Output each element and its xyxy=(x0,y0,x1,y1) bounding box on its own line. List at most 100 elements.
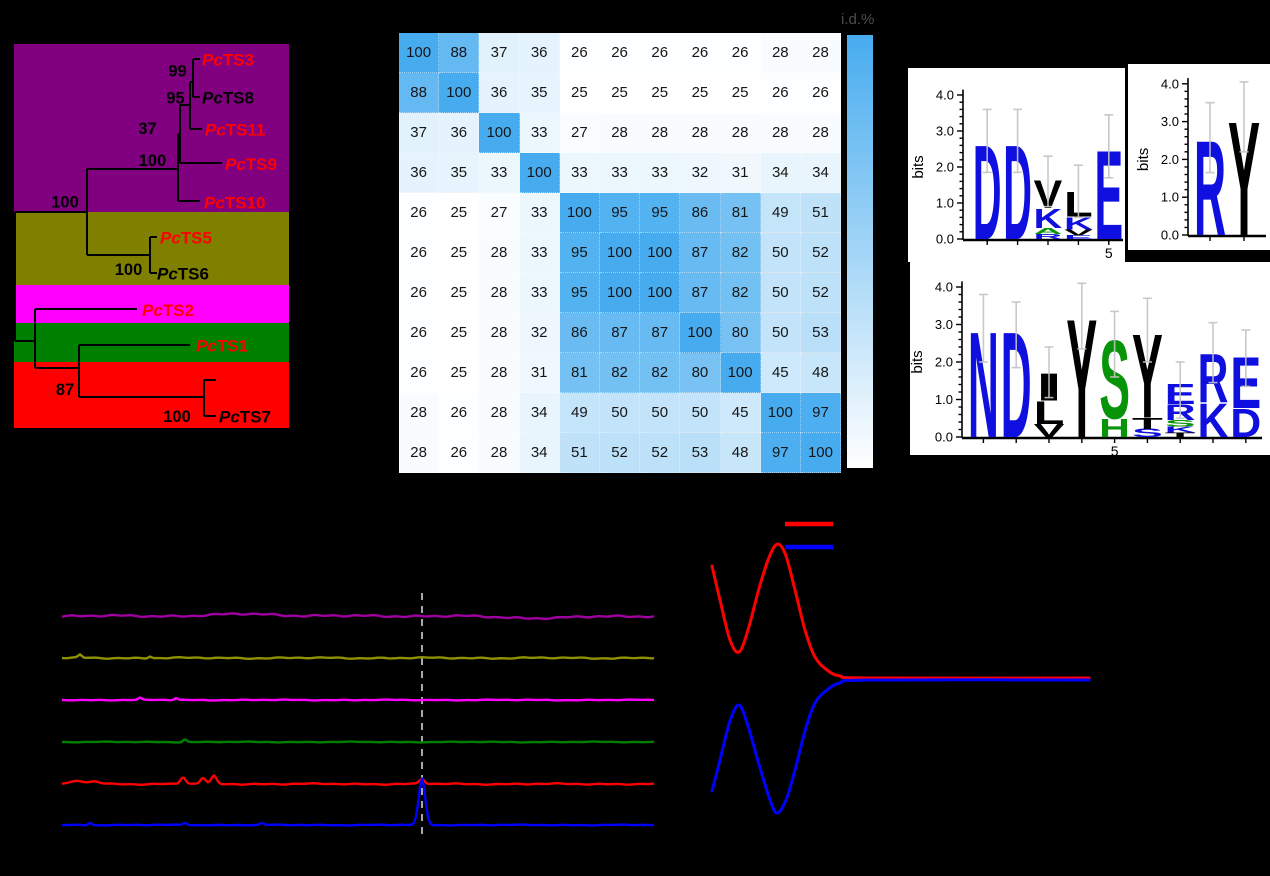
logo-letter: D xyxy=(1230,400,1261,446)
logo-y-tick-label: 3.0 xyxy=(935,317,953,332)
logo-y-tick-label: 1.0 xyxy=(1161,190,1179,205)
heatmap-cell: 100 xyxy=(599,233,641,273)
identity-colorbar xyxy=(847,35,873,468)
heatmap-cell: 27 xyxy=(479,193,520,233)
heatmap-cell: 26 xyxy=(439,433,480,473)
trace-purple xyxy=(61,612,655,621)
heatmap-cell: 33 xyxy=(599,153,641,193)
heatmap-cell: 100 xyxy=(559,193,600,233)
heatmap-cell: 88 xyxy=(399,73,440,113)
heatmap-cell: 26 xyxy=(599,33,641,73)
heatmap-cell: 87 xyxy=(680,273,721,313)
logo-y-tick-label: 4.0 xyxy=(935,280,953,295)
logo-letter: T xyxy=(1132,416,1164,433)
logo-letter: K xyxy=(1034,203,1063,234)
identity-heatmap: 100 88 37 36 26 26 26 26 26 28 28 88 100 36 35 25 25 25 25… xyxy=(399,33,842,473)
logo-background xyxy=(910,262,1270,455)
heatmap-cell: 26 xyxy=(640,33,681,73)
heatmap-cell: 51 xyxy=(800,193,842,233)
heatmap-cell: 88 xyxy=(439,33,480,73)
heatmap-cell: 100 xyxy=(479,113,520,153)
bootstrap-value: 37 xyxy=(138,120,156,138)
logo-background xyxy=(908,68,1125,262)
logo-letter: T xyxy=(1165,432,1197,439)
heatmap-cell: 34 xyxy=(519,433,560,473)
logo-y-axis-label: bits xyxy=(910,155,927,178)
heatmap-cell: 100 xyxy=(720,353,761,393)
heatmap-cell: 50 xyxy=(760,233,801,273)
heatmap-cell: 52 xyxy=(800,273,842,313)
heatmap-cell: 100 xyxy=(760,393,801,433)
heatmap-cell: 87 xyxy=(599,313,641,353)
curve-blue xyxy=(710,678,1091,815)
bootstrap-value: 99 xyxy=(168,63,186,81)
heatmap-cell: 28 xyxy=(760,113,801,153)
heatmap-cell: 49 xyxy=(559,393,600,433)
heatmap-cell: 32 xyxy=(680,153,721,193)
heatmap-cell: 53 xyxy=(800,313,842,353)
heatmap-cell: 100 xyxy=(800,433,842,473)
heatmap-cell: 81 xyxy=(559,353,600,393)
heatmap-cell: 33 xyxy=(559,153,600,193)
logo-x-tick-label: 5 xyxy=(1111,443,1119,459)
heatmap-cell: 33 xyxy=(479,153,520,193)
logo-y-axis-label: bits xyxy=(909,350,926,373)
heatmap-cell: 25 xyxy=(720,73,761,113)
heatmap-cell: 49 xyxy=(760,193,801,233)
heatmap-cell: 87 xyxy=(640,313,681,353)
heatmap-cell: 33 xyxy=(519,233,560,273)
heatmap-cell: 80 xyxy=(720,313,761,353)
heatmap-cell: 97 xyxy=(800,393,842,433)
heatmap-cell: 48 xyxy=(720,433,761,473)
heatmap-cell: 28 xyxy=(479,233,520,273)
taxon-label: PcTS7 xyxy=(219,408,271,427)
heatmap-cell: 26 xyxy=(399,273,440,313)
heatmap-cell: 95 xyxy=(599,193,641,233)
heatmap-cell: 28 xyxy=(479,313,520,353)
heatmap-cell: 95 xyxy=(640,193,681,233)
heatmap-cell: 80 xyxy=(680,353,721,393)
heatmap-cell: 52 xyxy=(800,233,842,273)
logo-y-tick-label: 2.0 xyxy=(936,160,954,175)
heatmap-cell: 25 xyxy=(439,353,480,393)
heatmap-cell: 100 xyxy=(439,73,480,113)
heatmap-cell: 28 xyxy=(680,113,721,153)
logo-y-tick-label: 2.0 xyxy=(1161,152,1179,167)
trace-green xyxy=(61,738,655,744)
heatmap-cell: 25 xyxy=(439,273,480,313)
heatmap-cell: 25 xyxy=(599,73,641,113)
heatmap-cell: 45 xyxy=(720,393,761,433)
clade-red xyxy=(14,362,289,428)
clade-purple xyxy=(14,44,289,212)
logo-y-tick-label: 1.0 xyxy=(935,392,953,407)
logo-letter: S xyxy=(1132,428,1164,440)
taxon-label: PcTS9 xyxy=(225,155,277,174)
heatmap-cell: 28 xyxy=(800,33,842,73)
bootstrap-value: 100 xyxy=(163,408,191,426)
logo-letter: V xyxy=(1064,227,1094,237)
heatmap-cell: 33 xyxy=(519,193,560,233)
heatmap-cell: 36 xyxy=(479,73,520,113)
heatmap-cell: 50 xyxy=(640,393,681,433)
heatmap-cell: 28 xyxy=(760,33,801,73)
logo-letter: K xyxy=(1165,425,1196,435)
heatmap-cell: 28 xyxy=(479,353,520,393)
heatmap-cell: 37 xyxy=(479,33,520,73)
heatmap-cell: 28 xyxy=(399,393,440,433)
heatmap-cell: 28 xyxy=(399,433,440,473)
trace-olive xyxy=(61,653,654,660)
heatmap-cell: 34 xyxy=(800,153,842,193)
heatmap-cell: 48 xyxy=(800,353,842,393)
heatmap-cell: 100 xyxy=(599,273,641,313)
bootstrap-value: 100 xyxy=(51,194,79,212)
logo-background xyxy=(1128,64,1270,250)
heatmap-cell: 31 xyxy=(720,153,761,193)
heatmap-cell: 95 xyxy=(559,233,600,273)
heatmap-cell: 33 xyxy=(519,273,560,313)
heatmap-cell: 82 xyxy=(599,353,641,393)
heatmap-cell: 28 xyxy=(720,113,761,153)
logo-y-axis-label: bits xyxy=(1135,148,1152,171)
